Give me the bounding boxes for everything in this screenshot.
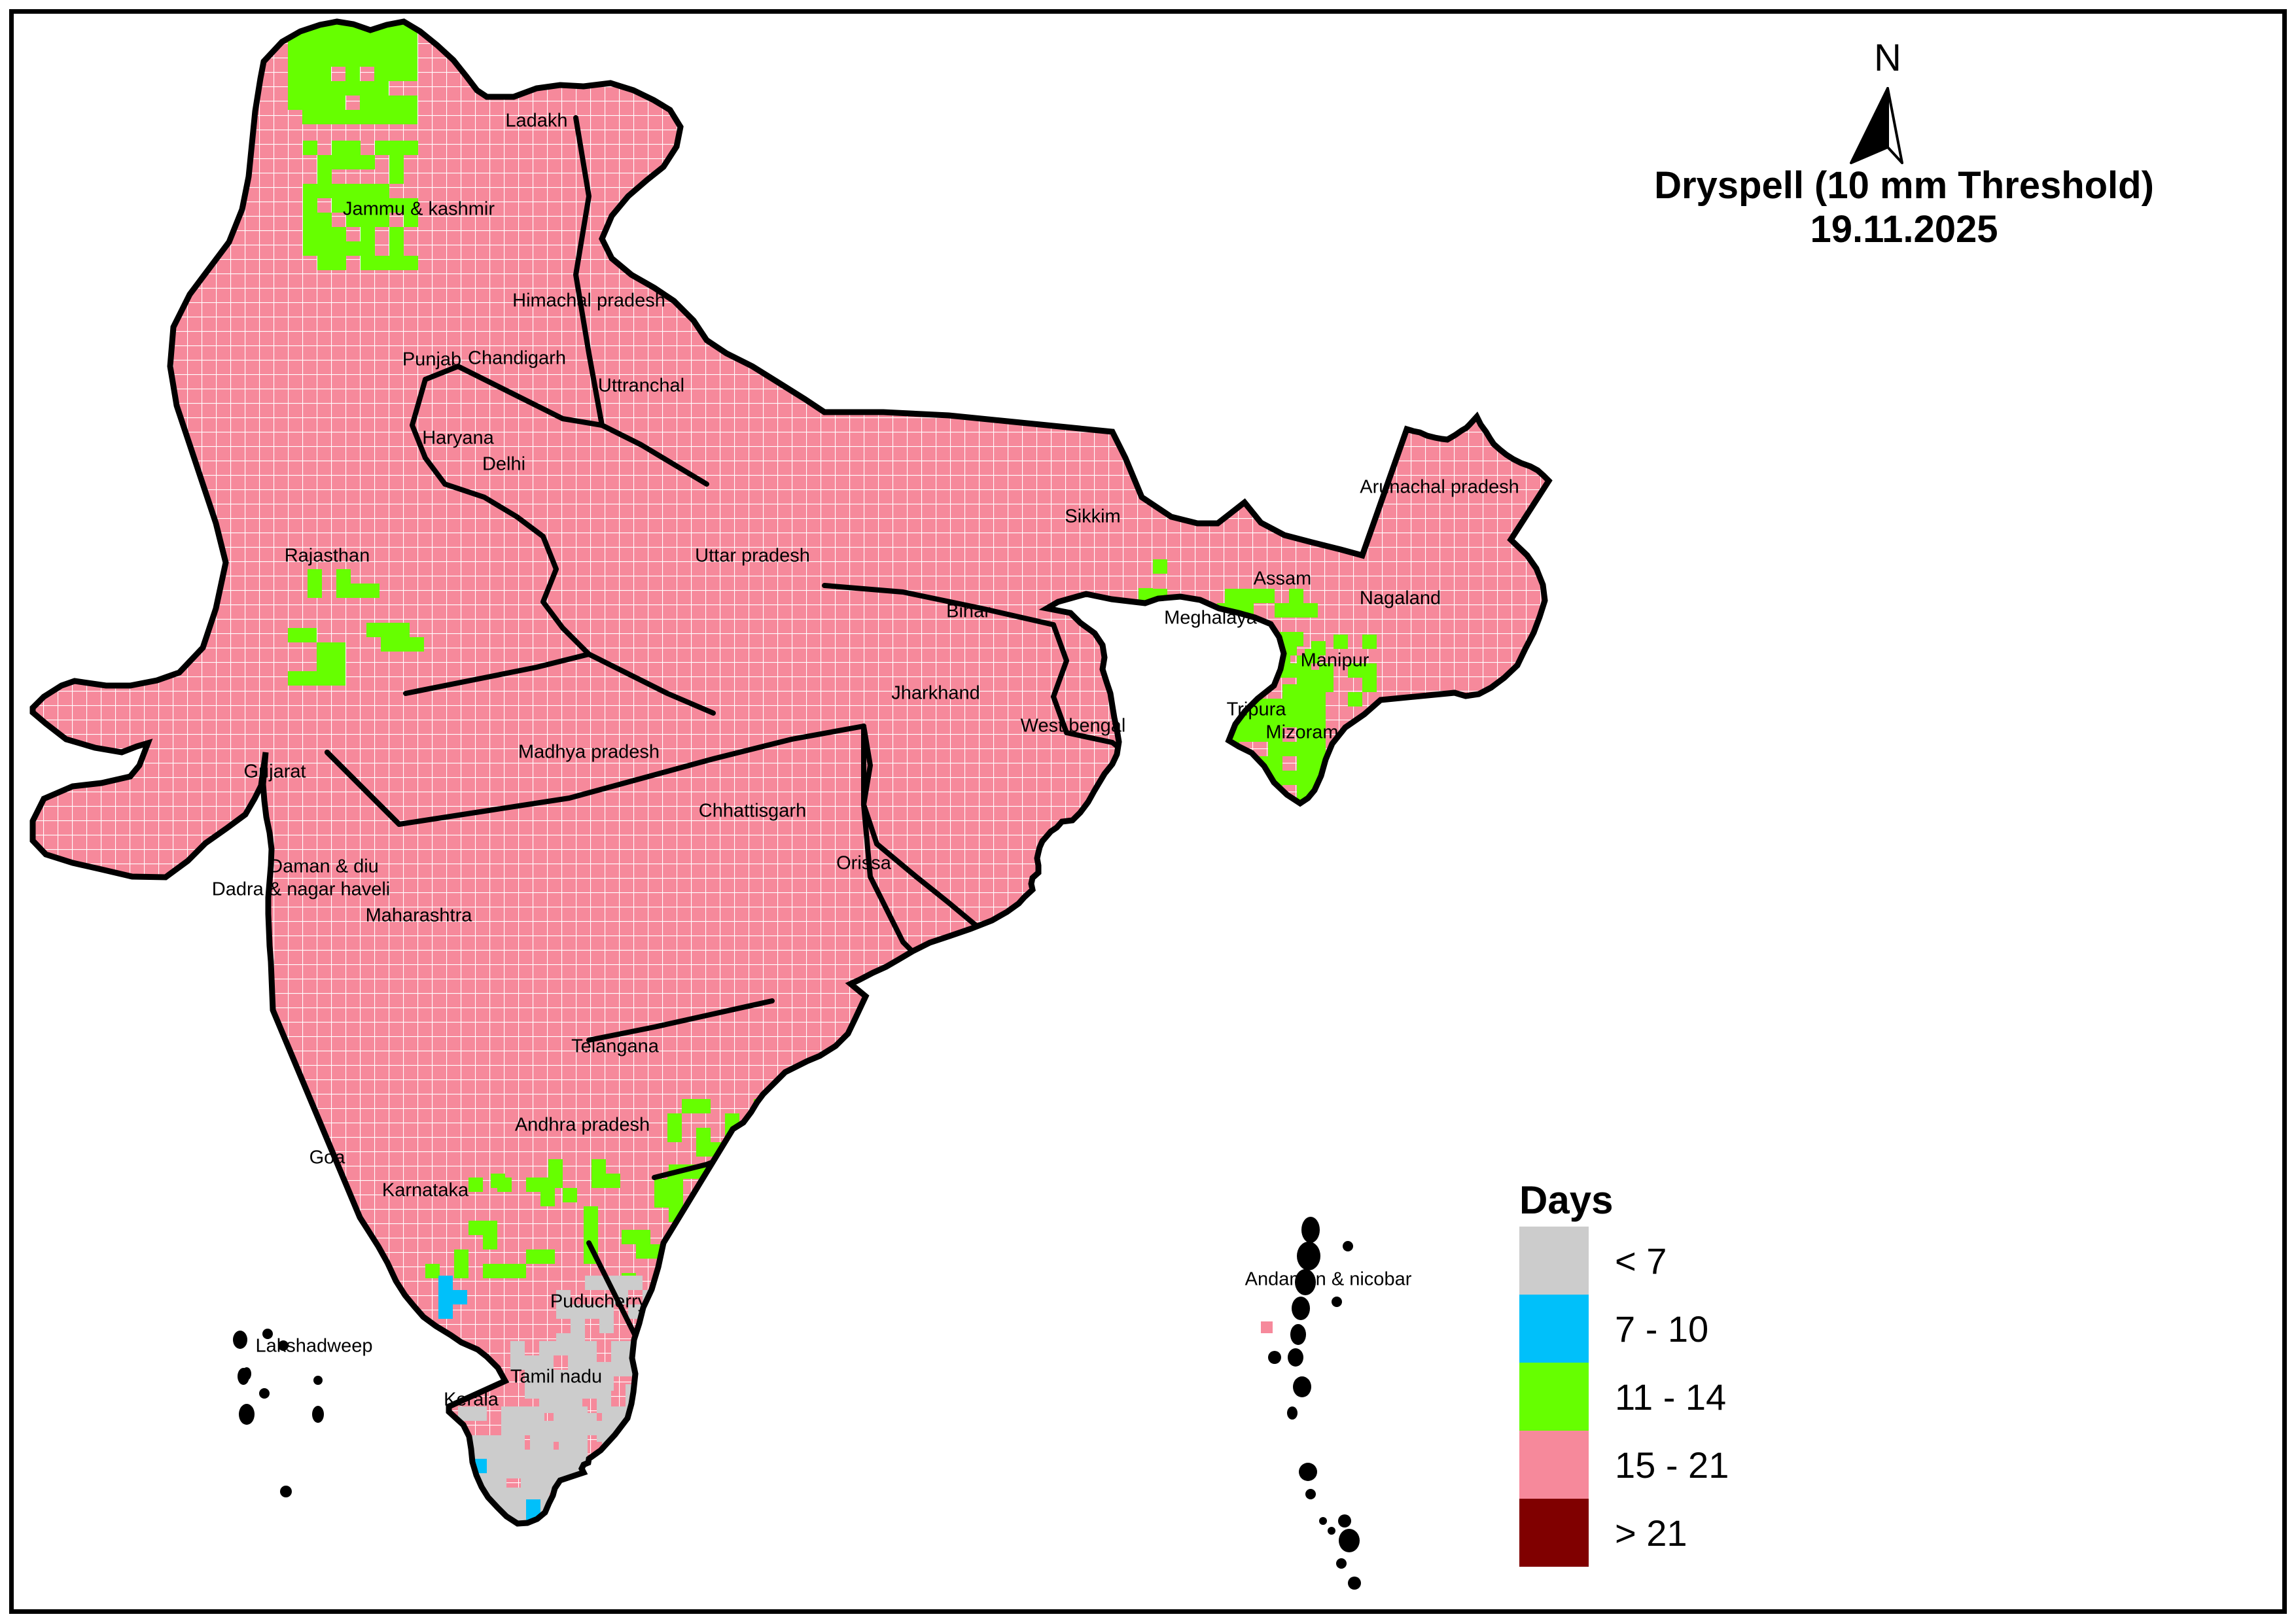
svg-text:N: N <box>1874 37 1901 79</box>
